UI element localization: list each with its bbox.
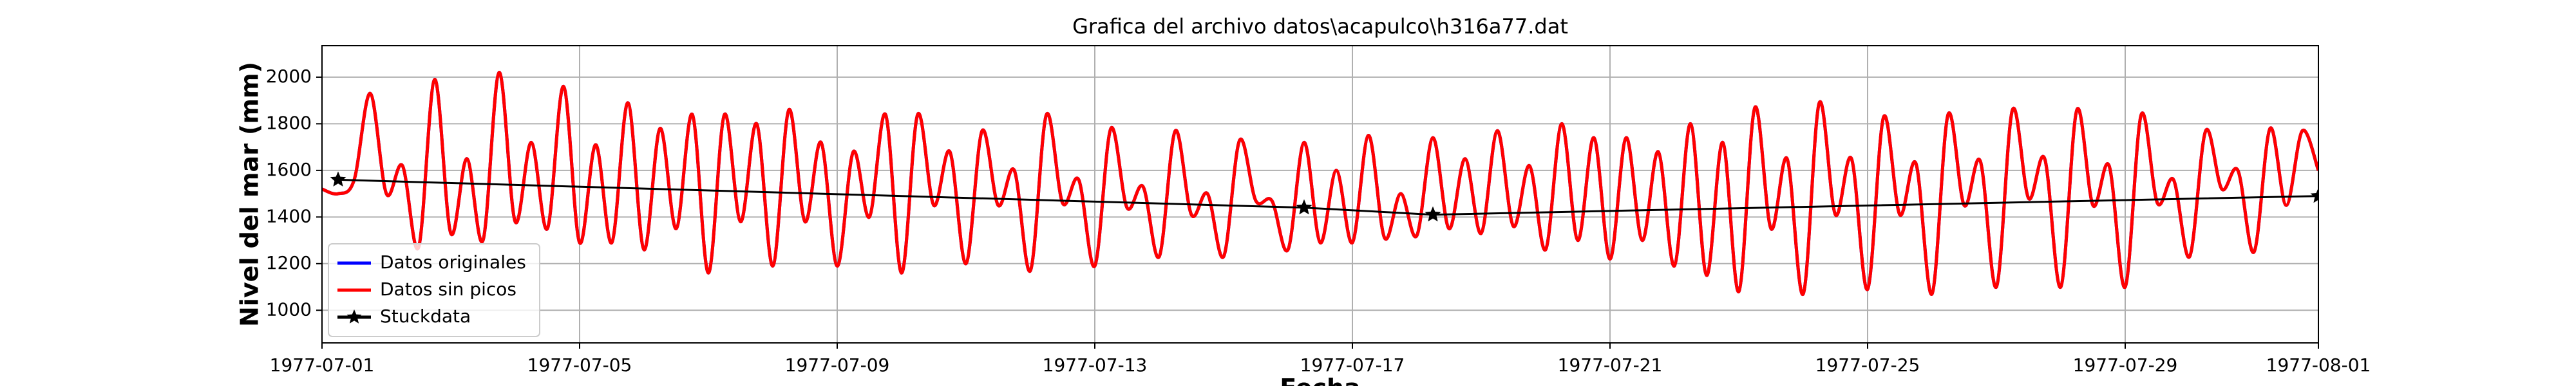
series-marker [1425, 206, 1441, 222]
y-tick-label: 1200 [266, 252, 312, 273]
axes-frame [321, 45, 2319, 344]
x-tick-label: 1977-07-09 [785, 354, 890, 376]
y-tick-label: 1000 [266, 299, 312, 320]
series-line [322, 71, 2318, 296]
series-line [337, 178, 2318, 216]
x-tick-label: 1977-07-05 [527, 354, 632, 376]
series-marker [2310, 187, 2318, 203]
legend-marker [346, 309, 362, 324]
legend-label: Datos originales [380, 252, 526, 273]
series-marker [1296, 199, 1312, 215]
y-tick-label: 1800 [266, 112, 312, 133]
grid [321, 46, 2319, 343]
chart-title: Grafica del archivo datos\acapulco\h316a… [1072, 14, 1568, 39]
y-tick-label: 1400 [266, 205, 312, 226]
x-tick-label: 1977-07-01 [270, 354, 375, 376]
legend-label: Datos sin picos [380, 279, 516, 300]
x-tick-label: 1977-07-21 [1558, 354, 1663, 376]
x-tick-label: 1977-07-13 [1043, 354, 1148, 376]
legend: Datos originales Datos sin picos Stuckdata [328, 243, 540, 337]
y-tick-label: 2000 [266, 66, 312, 87]
ticks: 1000 1200 1400 1600 1800 2000 1977-07-01 1977-0… [266, 66, 2371, 376]
x-tick-label: 1977-08-01 [2266, 354, 2371, 376]
x-axis-label: Fecha [1280, 374, 1360, 386]
legend-box [328, 243, 540, 337]
y-axis-label: Nivel del mar (mm) [236, 62, 264, 327]
series-line [322, 71, 2318, 296]
x-tick-label: 1977-07-17 [1300, 354, 1405, 376]
legend-label: Stuckdata [380, 306, 471, 327]
x-tick-label: 1977-07-29 [2073, 354, 2178, 376]
series-marker [330, 171, 346, 187]
y-tick-label: 1600 [266, 159, 312, 180]
x-tick-label: 1977-07-25 [1815, 354, 1920, 376]
plot-area [322, 71, 2318, 296]
